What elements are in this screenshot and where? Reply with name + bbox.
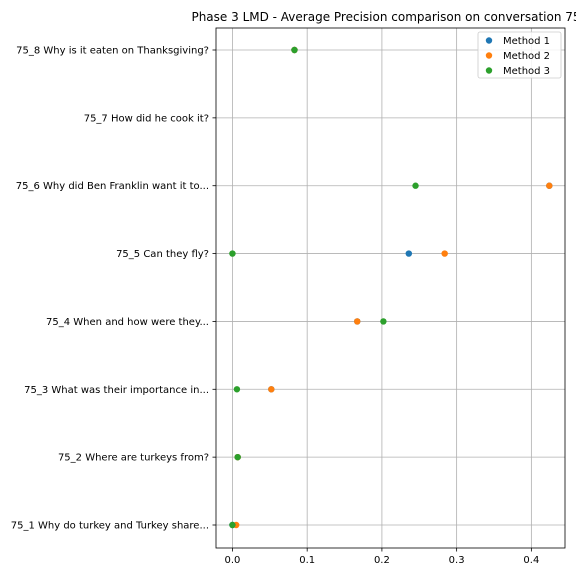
data-point [234,453,241,461]
data-point [268,386,275,393]
legend-label: Method 1 [503,36,550,47]
x-tick-label: 0.3 [449,555,465,566]
legend-box [477,31,562,79]
y-tick-label: 75_5 Can they fly? [116,249,209,260]
legend-marker [485,67,493,74]
data-point [354,318,361,325]
y-tick-label: 75_6 Why did Ben Franklin want it to... [16,181,209,192]
x-tick-label: 0.1 [299,555,315,566]
y-tick-label: 75_3 What was their importance in... [24,385,209,396]
legend-label: Method 3 [503,66,550,77]
y-tick-label: 75_7 How did he cook it? [84,113,209,124]
data-point [291,46,298,54]
x-tick-label: 0.2 [374,555,390,566]
legend-marker [485,37,493,44]
data-point [441,250,448,257]
legend: Method 1 Method 2 Method 3 [477,31,562,79]
data-point [233,386,241,393]
data-point [229,250,236,257]
data-point [412,182,419,189]
y-tick-label: 75_2 Where are turkeys from? [58,453,209,464]
chart-title: Phase 3 LMD - Average Precision comparis… [191,10,576,24]
data-point [405,250,413,257]
data-point [229,521,236,529]
data-point [380,318,387,325]
y-tick-label: 75_8 Why is it eaten on Thanksgiving? [16,46,209,57]
axes-frame [215,27,566,549]
legend-marker [485,52,493,59]
x-tick-label: 0.0 [224,555,240,566]
plot-area [216,28,565,548]
x-tick-label: 0.4 [523,555,539,566]
legend-label: Method 2 [503,51,550,62]
y-tick-label: 75_4 When and how were they... [46,317,209,328]
y-tick-label: 75_1 Why do turkey and Turkey share... [11,521,209,532]
data-point [546,182,553,189]
data-points [229,46,553,529]
